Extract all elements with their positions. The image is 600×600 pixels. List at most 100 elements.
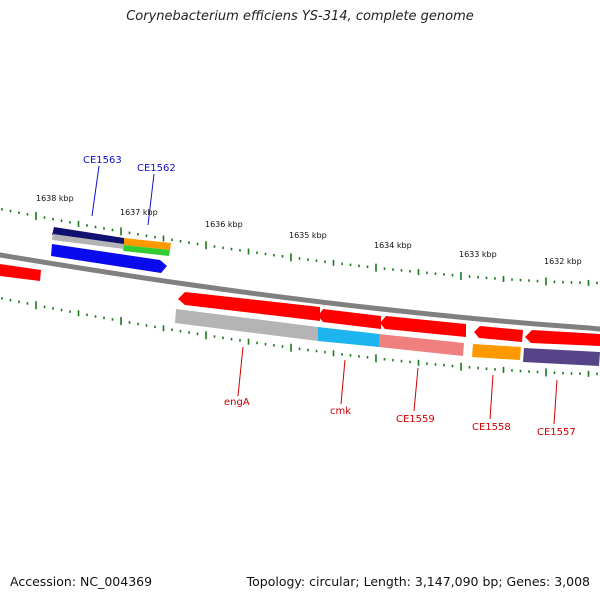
ruler-tick	[60, 219, 63, 222]
gene-ce1562-feature[interactable]	[123, 245, 170, 256]
gene-label-ce1557[interactable]: CE1557	[537, 427, 576, 438]
ruler-tick	[349, 354, 352, 357]
ruler-tick	[426, 271, 428, 275]
ruler-tick	[579, 372, 581, 375]
ruler-tick	[1, 208, 3, 211]
gene-ce1557-feature[interactable]	[523, 348, 600, 366]
ruler-tick	[111, 228, 114, 232]
ruler-tick	[1, 297, 3, 300]
gene-cmk-feature[interactable]	[318, 327, 379, 347]
ruler-tick	[511, 369, 513, 372]
ruler-tick	[52, 217, 54, 221]
ruler-tick	[145, 234, 148, 237]
gene-label-ce1562[interactable]: CE1562	[137, 163, 176, 174]
ruler-tick	[9, 298, 12, 302]
ruler-tick	[128, 321, 131, 324]
ruler-tick	[230, 247, 233, 251]
gene-ce1557-feature[interactable]	[525, 330, 600, 346]
ruler-tick	[443, 273, 445, 276]
top-strand-genes	[0, 227, 171, 281]
ruler-tick	[400, 359, 403, 363]
ruler-tick	[528, 279, 530, 282]
ruler-tick	[332, 259, 335, 266]
ruler-tick	[239, 339, 241, 342]
ruler-tick	[417, 269, 420, 276]
gene-grey-feature[interactable]	[175, 309, 318, 341]
gene-label-ce1559[interactable]: CE1559	[396, 414, 435, 425]
ruler-tick	[213, 335, 216, 338]
ruler-tick	[519, 369, 522, 373]
leader-line	[340, 359, 346, 405]
gene-blue-feature[interactable]	[51, 244, 167, 273]
ruler-tick	[188, 241, 190, 244]
ruler-tick	[120, 227, 122, 236]
gene-label-enga[interactable]: engA	[224, 397, 250, 408]
ruler-labels: 1638 kbp 1637 kbp 1636 kbp 1635 kbp 1634…	[36, 194, 582, 266]
ruler-tick	[324, 350, 326, 354]
ruler-tick	[298, 257, 301, 260]
ruler-tick	[281, 345, 284, 348]
ruler-tick	[264, 252, 267, 256]
gene-ce1558-feature[interactable]	[474, 326, 523, 342]
ruler-label: 1637 kbp	[120, 208, 158, 217]
ruler-tick	[341, 262, 343, 266]
ruler-tick	[179, 240, 182, 243]
ruler-label: 1638 kbp	[36, 194, 74, 203]
ruler-tick	[307, 258, 309, 261]
ruler-tick	[290, 343, 292, 352]
gene-ce1559-feature[interactable]	[379, 334, 464, 356]
gene-left-feature[interactable]	[0, 264, 41, 281]
ruler-tick	[451, 364, 454, 368]
ruler-tick	[477, 276, 479, 279]
ruler-tick	[375, 263, 377, 272]
ruler-tick	[596, 281, 598, 285]
gene-ce1562-feature[interactable]	[124, 238, 171, 250]
gene-cmk-feature[interactable]	[318, 309, 381, 329]
gene-ce1563-feature[interactable]	[52, 227, 124, 246]
ruler-tick	[162, 325, 165, 332]
ruler-tick	[315, 259, 318, 262]
ruler-tick	[128, 231, 131, 235]
ruler-tick	[162, 235, 165, 242]
ruler-tick	[52, 307, 54, 310]
ruler-tick	[375, 354, 377, 363]
ruler-tick	[239, 249, 241, 252]
ruler-tick	[562, 280, 564, 284]
leader-line	[237, 346, 244, 397]
ruler-tick	[94, 315, 97, 318]
ruler-tick	[171, 238, 173, 242]
ruler-tick	[341, 353, 343, 356]
ruler-label: 1634 kbp	[374, 241, 412, 250]
ruler-tick	[205, 331, 207, 340]
ruler-tick	[494, 368, 496, 371]
gene-enga-feature[interactable]	[178, 292, 320, 321]
gene-label-ce1558[interactable]: CE1558	[472, 422, 511, 433]
ruler-tick	[545, 368, 547, 377]
ruler-tick	[256, 251, 258, 254]
ruler-tick	[366, 265, 369, 268]
ruler-tick	[485, 367, 488, 370]
ruler-tick	[196, 332, 199, 336]
ruler-tick	[120, 317, 122, 325]
ruler-tick	[264, 342, 267, 346]
map-title: Corynebacterium efficiens YS-314, comple…	[126, 9, 474, 24]
ruler-tick	[545, 277, 547, 286]
ruler-tick	[35, 301, 37, 310]
gene-ce1563-feature[interactable]	[52, 234, 124, 249]
gene-ce1559-feature[interactable]	[380, 316, 466, 337]
gene-label-ce1563[interactable]: CE1563	[83, 155, 122, 166]
ruler-tick	[103, 227, 105, 230]
gene-label-cmk[interactable]: cmk	[330, 406, 351, 417]
leader-line	[553, 379, 558, 425]
accession-label: Accession: NC_004369	[10, 574, 153, 589]
ruler-tick	[315, 349, 318, 353]
ruler-tick	[247, 338, 250, 345]
gene-ce1558-feature[interactable]	[472, 344, 521, 360]
ruler-tick	[298, 347, 301, 351]
ruler-tick	[485, 276, 488, 280]
ruler-tick	[562, 371, 564, 375]
ruler-tick	[188, 331, 190, 334]
ruler-tick	[460, 362, 462, 371]
ruler-tick	[553, 371, 556, 374]
ruler-tick	[494, 277, 496, 280]
